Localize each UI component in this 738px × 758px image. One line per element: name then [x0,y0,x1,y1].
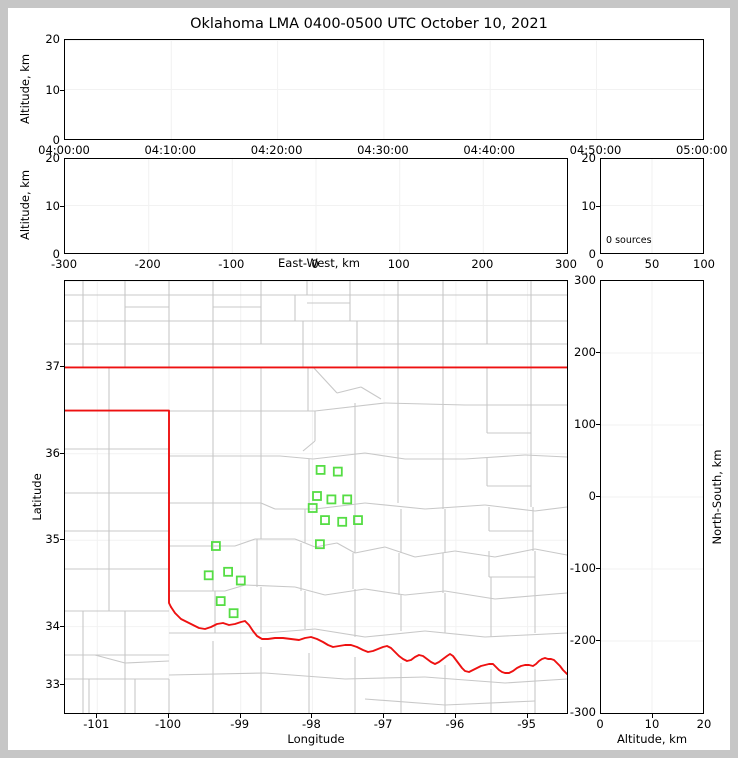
tick-mark [60,625,64,627]
tick-label: 04:10:00 [144,143,197,157]
east-west-height-plot [65,159,567,253]
tick-label: 100 [693,257,715,271]
tick-label: -98 [301,717,321,731]
north-south-height-plot [601,281,703,713]
tick-mark [168,714,169,718]
tick-mark [383,714,385,718]
tick-mark [60,684,64,685]
plan-view-map-panel[interactable] [64,280,568,714]
axis-label-y: Altitude, km [18,169,32,240]
tick-label: 50 [644,257,660,271]
tick-label: 200 [574,345,596,359]
east-west-height-panel[interactable] [64,158,568,254]
tick-mark [96,714,98,718]
tick-label: 33 [45,677,60,691]
tick-label: 0 [52,133,60,147]
tick-label: -99 [230,717,250,731]
tick-mark [60,539,64,541]
tick-label: 04:00:00 [38,143,90,157]
tick-label: 0 [596,717,604,731]
tick-label: -100 [154,717,182,731]
tick-label: 34 [45,618,60,633]
tick-mark [596,640,600,641]
tick-label: -200 [134,257,161,271]
tick-label: 0 [311,257,319,271]
tick-label: -95 [517,717,536,731]
tick-mark [60,89,64,91]
tick-label: 36 [45,445,60,460]
tick-label: 200 [471,257,494,271]
axis-label-y: North-South, km [710,449,724,545]
axis-label-y: Latitude [30,473,44,521]
tick-label: 10 [581,199,596,213]
tick-mark [596,206,600,207]
page-title: Oklahoma LMA 0400-0500 UTC October 10, 2… [190,16,548,32]
tick-label: 20 [45,151,60,165]
tick-label: 04:30:00 [357,143,409,157]
axis-label-x: East-West, km [278,256,360,270]
tick-label: -96 [445,717,465,731]
tick-label: -300 [569,705,596,719]
figure-canvas: Oklahoma LMA 0400-0500 UTC October 10, 2… [8,8,730,750]
tick-mark [239,714,241,718]
tick-mark [526,714,528,718]
north-south-height-panel[interactable] [600,280,704,714]
altitude-histogram-panel[interactable]: 0 sources [600,158,704,254]
tick-label: 20 [696,717,712,731]
tick-label: 35 [45,532,60,547]
tick-label: 100 [574,417,596,431]
tick-mark [596,352,600,353]
tick-mark [596,496,600,497]
tick-label: 0 [596,257,604,271]
time-height-plot [65,40,703,139]
tick-label: 37 [45,359,60,374]
tick-label: 04:50:00 [569,143,622,157]
tick-mark [652,714,653,718]
tick-label: -101 [83,717,110,731]
axis-label-x: Longitude [287,732,345,746]
source-count-label: 0 sources [606,235,652,246]
tick-label: 300 [555,257,577,271]
source-markers [203,464,363,619]
tick-label: 10 [45,82,60,97]
tick-label: -300 [50,257,78,271]
tick-label: -100 [218,257,245,271]
tick-mark [311,714,313,718]
tick-mark [596,568,600,569]
tick-label: 04:20:00 [250,143,303,157]
tick-label: 100 [387,257,410,271]
tick-label: 05:00:00 [675,143,728,157]
tick-mark [60,366,64,368]
tick-label: -100 [569,561,596,575]
tick-label: 10 [45,199,60,213]
axis-label-x: Altitude, km [616,732,688,746]
tick-mark [60,206,64,207]
tick-mark [60,452,64,454]
tick-label: -200 [569,633,596,647]
tick-label: 20 [581,151,596,165]
tick-mark [454,714,456,718]
tick-label: 0 [52,247,60,261]
tick-label: 0 [588,489,596,503]
axis-label-y: Altitude, km [18,53,32,124]
tick-label: -97 [373,717,393,731]
altitude-histogram-plot [601,159,703,253]
plan-view-map-plot [65,281,567,713]
tick-label: 20 [45,32,60,46]
tick-label: 10 [644,717,660,731]
tick-label: 300 [574,273,596,287]
time-height-panel[interactable] [64,39,704,140]
tick-label: 0 [588,247,596,261]
tick-mark [596,424,600,425]
tick-label: 04:40:00 [463,143,516,157]
